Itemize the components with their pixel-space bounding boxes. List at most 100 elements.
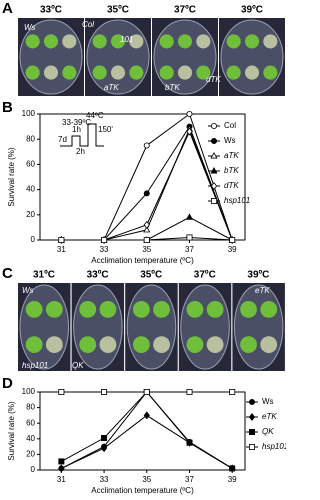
legend-label: Ws — [224, 136, 236, 145]
seedlings — [25, 336, 43, 353]
temperature-label: 37ºC — [174, 5, 196, 16]
marker — [143, 190, 150, 197]
marker — [229, 465, 236, 472]
y-tick-label: 40 — [26, 185, 35, 194]
series-line — [61, 391, 233, 469]
seedlings — [25, 34, 40, 49]
y-tick-label: 20 — [26, 210, 35, 219]
marker — [143, 388, 150, 395]
marker — [185, 213, 194, 220]
panel-label: C — [2, 265, 13, 282]
x-tick-label: 33 — [100, 475, 109, 484]
seedlings — [196, 65, 211, 80]
legend-label: eTK — [262, 412, 277, 421]
marker — [101, 435, 108, 442]
series-line — [61, 391, 233, 469]
protocol-text: 2h — [76, 147, 85, 156]
marker — [186, 439, 193, 446]
legend-label: bTK — [224, 166, 239, 175]
seedlings — [159, 34, 174, 49]
legend-marker — [210, 123, 217, 130]
y-tick-label: 60 — [26, 418, 35, 427]
seedlings — [62, 65, 77, 80]
marker — [229, 236, 236, 243]
marker — [101, 236, 108, 243]
seedlings — [99, 336, 117, 353]
marker — [186, 111, 193, 118]
x-axis-label: Acclimation temperature (ºC) — [91, 486, 194, 495]
seedlings — [79, 301, 97, 318]
protocol-diagram — [60, 123, 104, 147]
plot-frame — [39, 391, 246, 471]
plot-frame — [39, 113, 246, 241]
protocol-text: 44ºC — [86, 111, 104, 120]
seedlings — [159, 65, 174, 80]
seedlings — [79, 336, 97, 353]
seedlings — [129, 34, 144, 49]
plate-label: Col — [82, 20, 94, 29]
temperature-label: 39ºC — [247, 270, 269, 281]
seedlings — [110, 34, 126, 49]
x-axis-label: Acclimation temperature (ºC) — [91, 256, 194, 265]
legend-marker — [210, 152, 218, 159]
temperature-label: 33ºC — [40, 5, 62, 16]
seedlings — [240, 336, 257, 353]
seedlings — [153, 336, 170, 353]
plate-label: Ws — [22, 286, 34, 295]
legend-marker — [210, 167, 218, 174]
marker — [186, 388, 193, 395]
seedlings — [110, 65, 126, 80]
marker — [58, 388, 65, 395]
legend-marker — [248, 412, 256, 422]
seedlings — [244, 34, 260, 49]
y-tick-label: 80 — [26, 134, 35, 143]
marker — [143, 236, 150, 243]
marker — [229, 388, 236, 395]
y-tick-label: 100 — [22, 387, 36, 396]
x-tick-label: 39 — [228, 245, 237, 254]
legend-label: hsp101 — [224, 196, 250, 205]
legend-label: QK — [262, 427, 274, 436]
y-tick-label: 80 — [26, 403, 35, 412]
seedlings — [263, 34, 278, 49]
plate — [220, 19, 284, 95]
y-axis-label: Survival rate (%) — [7, 147, 16, 206]
seedlings — [196, 34, 211, 49]
plate — [180, 284, 230, 370]
marker — [58, 236, 65, 243]
seedlings — [240, 301, 257, 318]
seedlings — [226, 65, 241, 80]
protocol-text: 150' — [98, 125, 113, 134]
plate-label: hsp101 — [22, 361, 48, 370]
seedlings — [244, 65, 260, 80]
seedlings — [43, 65, 59, 80]
seedlings — [177, 65, 193, 80]
marker — [143, 411, 150, 420]
seedlings — [132, 336, 150, 353]
marker — [186, 127, 193, 136]
seedlings — [129, 65, 144, 80]
seedlings — [260, 336, 278, 353]
marker — [58, 458, 65, 465]
x-tick-label: 37 — [185, 475, 194, 484]
panel-label: B — [2, 99, 13, 116]
x-tick-label: 39 — [228, 475, 237, 484]
marker — [186, 234, 193, 241]
y-tick-label: 20 — [26, 450, 35, 459]
temperature-label: 37ºC — [194, 270, 216, 281]
seedlings — [132, 301, 150, 318]
x-tick-label: 35 — [142, 245, 151, 254]
plate-label: dTK — [206, 75, 221, 84]
y-axis-label: Survival rate (%) — [7, 401, 16, 460]
seedlings — [206, 336, 224, 353]
legend-label: dTK — [224, 181, 239, 190]
plate — [233, 284, 284, 370]
seedlings — [206, 301, 224, 318]
y-tick-label: 100 — [22, 109, 36, 118]
seedlings — [226, 34, 241, 49]
protocol-text: 7d — [58, 135, 67, 144]
series-line — [61, 414, 233, 469]
legend-label: aTK — [224, 151, 239, 160]
panel-label: D — [2, 375, 13, 392]
panel-label: A — [2, 0, 13, 17]
